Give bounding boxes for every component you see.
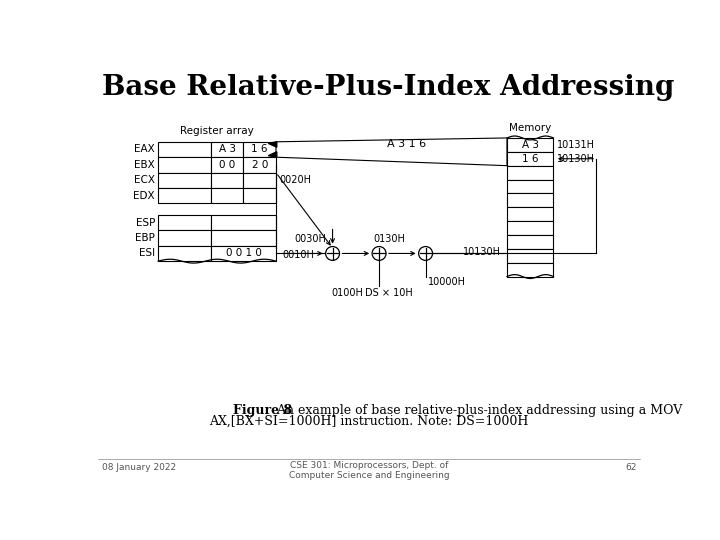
- Text: 62: 62: [625, 463, 636, 472]
- Text: 0030H: 0030H: [294, 234, 326, 244]
- Polygon shape: [269, 152, 276, 157]
- Text: CSE 301: Microprocessors, Dept. of
Computer Science and Engineering: CSE 301: Microprocessors, Dept. of Compu…: [289, 461, 449, 480]
- Bar: [507, 207, 554, 221]
- Text: 08 January 2022: 08 January 2022: [102, 463, 176, 472]
- Bar: [158, 157, 211, 173]
- Text: 0100H: 0100H: [332, 288, 364, 298]
- Bar: [507, 152, 554, 166]
- Text: EBP: EBP: [135, 233, 155, 243]
- Bar: [211, 215, 276, 231]
- Bar: [507, 221, 554, 235]
- Text: EAX: EAX: [135, 145, 155, 154]
- Text: Figure 8: Figure 8: [233, 403, 292, 416]
- Bar: [158, 231, 211, 246]
- Bar: [211, 157, 243, 173]
- Text: A 3: A 3: [522, 140, 539, 150]
- Bar: [507, 249, 554, 262]
- Bar: [507, 193, 554, 207]
- Text: 0130H: 0130H: [373, 234, 405, 244]
- Text: 10130H: 10130H: [463, 247, 500, 257]
- Bar: [507, 262, 554, 276]
- Bar: [507, 179, 554, 193]
- Bar: [243, 173, 276, 188]
- Text: 0010H: 0010H: [282, 250, 314, 260]
- Bar: [243, 142, 276, 157]
- Text: Register array: Register array: [180, 126, 254, 136]
- Bar: [211, 142, 243, 157]
- Text: 2 0: 2 0: [251, 160, 268, 170]
- Text: ECX: ECX: [134, 176, 155, 185]
- Text: 0 0 1 0: 0 0 1 0: [225, 248, 261, 259]
- Bar: [507, 166, 554, 179]
- Bar: [211, 173, 243, 188]
- Text: DS × 10H: DS × 10H: [365, 288, 413, 298]
- Bar: [211, 246, 276, 261]
- Text: 10000H: 10000H: [428, 276, 466, 287]
- Polygon shape: [276, 138, 507, 166]
- Text: A 3 1 6: A 3 1 6: [387, 139, 426, 148]
- Bar: [243, 188, 276, 204]
- Text: AX,[BX+SI=1000H] instruction. Note: DS=1000H: AX,[BX+SI=1000H] instruction. Note: DS=1…: [210, 414, 528, 427]
- Polygon shape: [269, 142, 276, 147]
- Text: ESP: ESP: [136, 218, 155, 228]
- Text: An example of base relative-plus-index addressing using a MOV: An example of base relative-plus-index a…: [269, 403, 683, 416]
- Bar: [158, 173, 211, 188]
- Bar: [158, 142, 211, 157]
- Text: 1 6: 1 6: [251, 145, 268, 154]
- Text: Base Relative-Plus-Index Addressing: Base Relative-Plus-Index Addressing: [102, 74, 674, 101]
- Text: A 3: A 3: [219, 145, 235, 154]
- Bar: [158, 215, 211, 231]
- Bar: [507, 235, 554, 249]
- Text: ESI: ESI: [139, 248, 155, 259]
- Bar: [158, 246, 211, 261]
- Bar: [158, 188, 211, 204]
- Text: 10130H: 10130H: [557, 154, 595, 164]
- Bar: [211, 231, 276, 246]
- Text: 0020H: 0020H: [279, 176, 311, 185]
- Bar: [211, 188, 243, 204]
- Bar: [243, 157, 276, 173]
- Text: Memory: Memory: [509, 123, 552, 133]
- Bar: [507, 138, 554, 152]
- Text: 1 6: 1 6: [522, 154, 539, 164]
- Text: EBX: EBX: [135, 160, 155, 170]
- Text: 10131H: 10131H: [557, 140, 595, 150]
- Text: EDX: EDX: [133, 191, 155, 201]
- Text: 0 0: 0 0: [219, 160, 235, 170]
